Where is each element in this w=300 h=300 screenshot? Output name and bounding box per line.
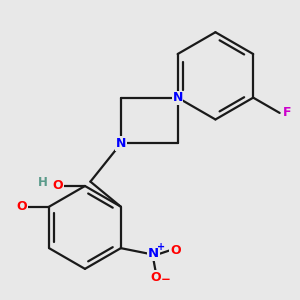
Text: +: + [157,242,165,252]
Text: N: N [172,91,183,104]
Text: O: O [16,200,27,213]
Text: H: H [38,176,47,189]
Text: N: N [116,137,126,150]
Text: O: O [170,244,181,257]
Text: N: N [148,247,159,260]
Text: F: F [283,106,292,119]
Text: O: O [52,179,63,193]
Text: O: O [150,271,161,284]
Text: −: − [160,273,170,286]
